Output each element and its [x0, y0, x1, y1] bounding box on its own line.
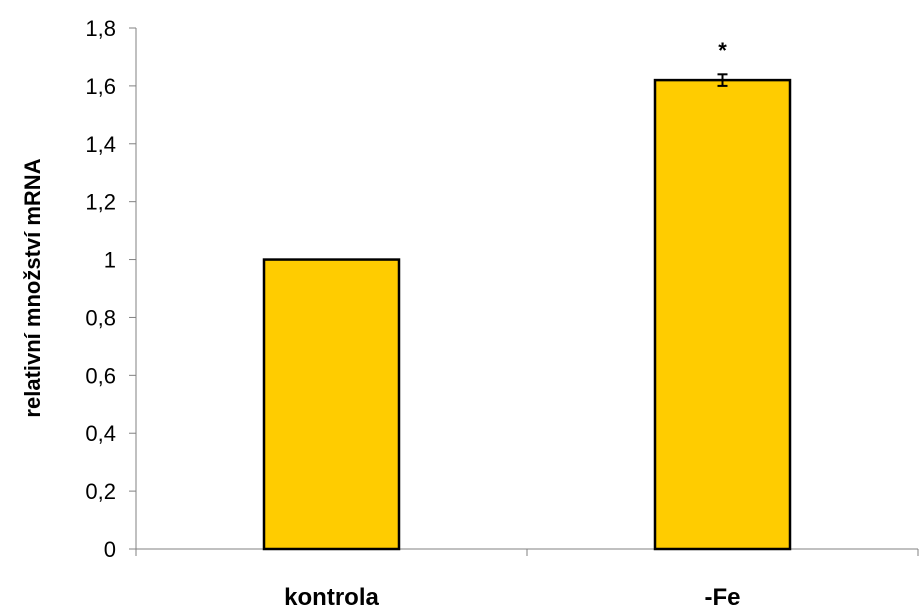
x-axis	[135, 548, 919, 556]
category-labels: kontrola -Fe	[284, 584, 740, 609]
x-category-label: -Fe	[705, 584, 741, 609]
y-tick-label: 1,6	[85, 74, 116, 99]
y-axis: 0 0,2 0,4 0,6 0,8 1 1,2 1,4 1,6 1,8	[85, 16, 137, 562]
y-tick-label: 0,4	[85, 421, 116, 446]
y-tick-label: 1,2	[85, 190, 116, 215]
y-tick-label: 1	[104, 248, 116, 273]
bar-fe	[653, 78, 792, 551]
bar-kontrola	[262, 258, 401, 551]
y-axis-title: relativní množství mRNA	[20, 158, 45, 417]
y-tick-label: 0,6	[85, 363, 116, 388]
significance-marker: *	[718, 38, 727, 63]
y-tick-label: 0,2	[85, 479, 116, 504]
y-tick-label: 0	[104, 537, 116, 562]
y-tick-label: 0,8	[85, 305, 116, 330]
bars: *	[262, 38, 792, 551]
y-tick-label: 1,8	[85, 16, 116, 41]
y-tick-label: 1,4	[85, 132, 116, 157]
x-category-label: kontrola	[284, 584, 379, 609]
